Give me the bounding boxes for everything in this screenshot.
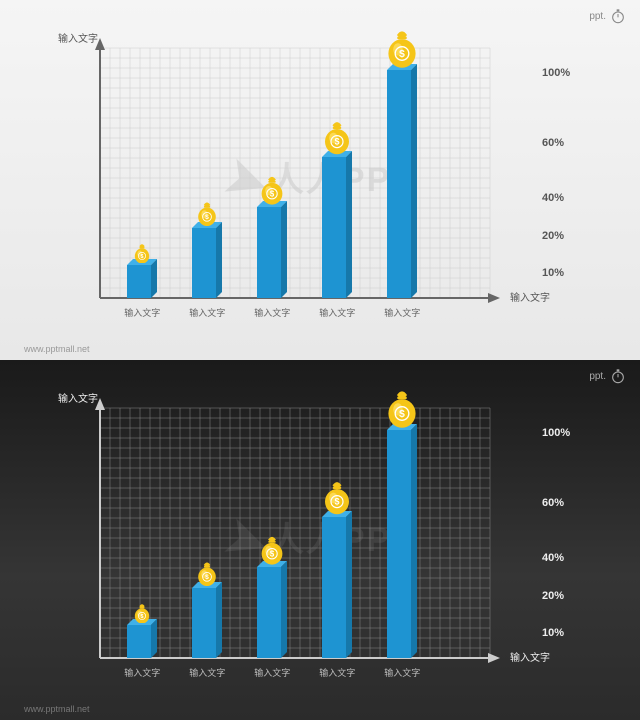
y-tick-label: 60% xyxy=(542,497,564,509)
svg-text:$: $ xyxy=(399,49,405,60)
money-bag-icon: $ xyxy=(322,480,352,515)
bar: $ xyxy=(192,228,222,298)
x-category-label: 输入文字 xyxy=(312,308,362,319)
stopwatch-icon xyxy=(610,8,626,24)
money-bag-icon: $ xyxy=(385,29,419,68)
money-bag-icon: $ xyxy=(322,120,352,155)
x-category-label: 输入文字 xyxy=(312,668,362,679)
bar: $ xyxy=(322,517,352,658)
x-category-label: 输入文字 xyxy=(377,308,427,319)
y-tick-label: 40% xyxy=(542,192,564,204)
money-bag-icon: $ xyxy=(196,201,218,226)
bar: $ xyxy=(257,567,287,658)
money-bag-icon: $ xyxy=(196,561,218,586)
x-category-label: 输入文字 xyxy=(247,308,297,319)
svg-text:$: $ xyxy=(270,189,275,198)
panel-light: ppt. ➤人人PPTwww.pptmall.net输入文字输入文字 输入文字输… xyxy=(0,0,640,360)
bar: $ xyxy=(127,265,157,298)
money-bag-icon: $ xyxy=(385,389,419,428)
stopwatch-icon xyxy=(610,368,626,384)
brand-logo: ppt. xyxy=(589,8,626,24)
x-category-label: 输入文字 xyxy=(247,668,297,679)
x-axis-title: 输入文字 xyxy=(510,289,550,304)
x-category-label: 输入文字 xyxy=(117,668,167,679)
y-tick-label: 100% xyxy=(542,67,570,79)
panel-dark: ppt. ➤人人PPTwww.pptmall.net输入文字输入文字 输入文字输… xyxy=(0,360,640,720)
bar: $ xyxy=(192,588,222,658)
bars-group: $ $ $ xyxy=(100,48,490,298)
source-url: www.pptmall.net xyxy=(24,704,90,714)
x-axis-title: 输入文字 xyxy=(510,649,550,664)
y-tick-label: 40% xyxy=(542,552,564,564)
bar-chart: 输入文字输入文字 输入文字输入文字输入文字输入文字输入文字 $ $ xyxy=(100,48,490,298)
svg-text:$: $ xyxy=(205,214,209,221)
bars-group: $ $ $ xyxy=(100,408,490,658)
bar: $ xyxy=(387,70,417,298)
money-bag-icon: $ xyxy=(259,175,285,205)
y-tick-label: 10% xyxy=(542,627,564,639)
bar: $ xyxy=(322,157,352,298)
bar: $ xyxy=(257,207,287,298)
bar: $ xyxy=(387,430,417,658)
money-bag-icon: $ xyxy=(133,603,151,624)
logo-text: ppt. xyxy=(589,371,606,382)
y-tick-label: 10% xyxy=(542,267,564,279)
y-tick-label: 100% xyxy=(542,427,570,439)
x-category-label: 输入文字 xyxy=(117,308,167,319)
x-category-label: 输入文字 xyxy=(182,668,232,679)
bar: $ xyxy=(127,625,157,658)
x-category-label: 输入文字 xyxy=(377,668,427,679)
svg-text:$: $ xyxy=(399,409,405,420)
logo-text: ppt. xyxy=(589,11,606,22)
svg-text:$: $ xyxy=(335,137,340,147)
y-tick-label: 20% xyxy=(542,230,564,242)
svg-text:$: $ xyxy=(141,253,144,259)
svg-text:$: $ xyxy=(205,574,209,581)
y-tick-label: 60% xyxy=(542,137,564,149)
money-bag-icon: $ xyxy=(133,243,151,264)
y-tick-label: 20% xyxy=(542,590,564,602)
svg-text:$: $ xyxy=(335,497,340,507)
brand-logo: ppt. xyxy=(589,368,626,384)
svg-text:$: $ xyxy=(141,613,144,619)
source-url: www.pptmall.net xyxy=(24,344,90,354)
bar-chart: 输入文字输入文字 输入文字输入文字输入文字输入文字输入文字 $ $ xyxy=(100,408,490,658)
x-category-label: 输入文字 xyxy=(182,308,232,319)
y-axis-title: 输入文字 xyxy=(58,390,98,405)
y-axis-title: 输入文字 xyxy=(58,30,98,45)
svg-text:$: $ xyxy=(270,549,275,558)
money-bag-icon: $ xyxy=(259,535,285,565)
